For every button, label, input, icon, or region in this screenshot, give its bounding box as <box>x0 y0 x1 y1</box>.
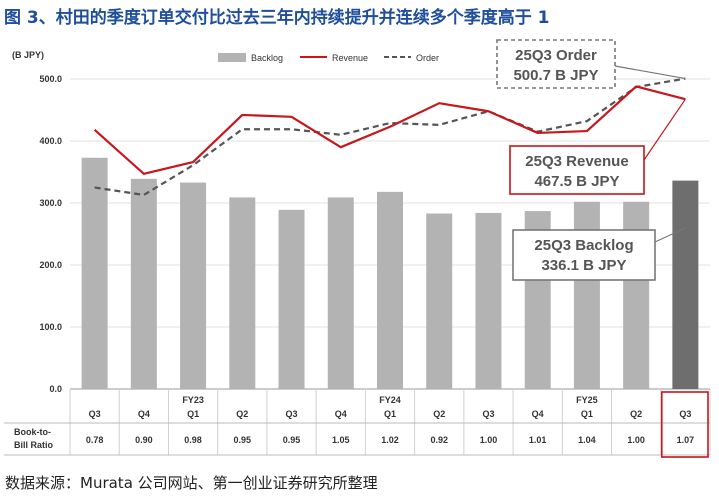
y-tick-label: 100.0 <box>39 322 62 332</box>
ratio-value: 0.92 <box>430 435 448 445</box>
callout-text-order: 25Q3 Order <box>515 47 597 64</box>
callout-text-revenue: 467.5 B JPY <box>534 173 619 190</box>
callout-leader-order <box>614 65 686 80</box>
chart-canvas: (B JPY) 0.0 100.0 200.0 300.0 400.0 500.0 Bac… <box>4 39 711 458</box>
x-category-table: Q3 Q4 FY23 Q1 Q2 Q3 Q4 FY24 Q1 Q2 Q3 Q4 FY25 Q1 Q2 Q3 <box>4 389 711 456</box>
ratio-value: 1.00 <box>627 435 645 445</box>
ratio-value: 1.07 <box>677 435 695 445</box>
y-tick-label: 200.0 <box>39 260 62 270</box>
callout-leader-revenue <box>643 98 686 161</box>
callout-text-order: 500.7 B JPY <box>513 67 598 84</box>
quarter-label: Q2 <box>236 409 248 419</box>
backlog-bar <box>81 157 108 389</box>
callout-box-order <box>496 39 616 89</box>
backlog-bar <box>180 182 207 389</box>
callout-text-backlog: 25Q3 Backlog <box>534 237 633 254</box>
legend-label-revenue: Revenue <box>332 53 368 63</box>
y-axis-unit-label: (B JPY) <box>12 50 44 60</box>
y-tick-labels: 0.0 100.0 200.0 300.0 400.0 500.0 <box>39 74 62 394</box>
y-tick-label: 300.0 <box>39 198 62 208</box>
backlog-bar <box>229 197 256 389</box>
ratio-value: 1.00 <box>480 435 498 445</box>
legend-label-backlog: Backlog <box>251 53 283 63</box>
figure-title: 图 3、村田的季度订单交付比过去三年内持续提升并连续多个季度高于 1 <box>4 8 550 28</box>
callout-leader-backlog <box>654 227 686 243</box>
ratio-value: 0.98 <box>184 435 202 445</box>
backlog-bar <box>130 178 157 389</box>
legend: Backlog Revenue Order <box>218 53 439 63</box>
ratio-value: 0.95 <box>283 435 301 445</box>
y-tick-label: 400.0 <box>39 136 62 146</box>
ratio-value: 0.90 <box>135 435 153 445</box>
source-note: 数据来源：Murata 公司网站、第一创业证券研究所整理 <box>5 474 378 492</box>
quarter-label: Q4 <box>335 409 347 419</box>
revenue-series-line <box>93 85 686 175</box>
quarter-label: Q2 <box>630 409 642 419</box>
ratio-value: 1.01 <box>529 435 547 445</box>
ratio-value: 1.04 <box>578 435 596 445</box>
book-to-bill-table: Book-to- Bill Ratio 0.78 0.90 0.98 0.95 0.95 1.… <box>14 391 709 458</box>
y-tick-label: 0.0 <box>49 384 62 394</box>
legend-label-order: Order <box>416 53 439 63</box>
quarter-label: Q1 <box>384 409 396 419</box>
quarter-label: Q3 <box>89 409 101 419</box>
fiscal-year-label: FY23 <box>182 395 204 405</box>
quarter-label: Q1 <box>581 409 593 419</box>
quarter-label: Q3 <box>286 409 298 419</box>
highlight-box-latest-quarter <box>660 391 709 458</box>
y-tick-label: 500.0 <box>39 74 62 84</box>
fiscal-year-label: FY25 <box>576 395 598 405</box>
callouts: 25Q3 Order 500.7 B JPY 25Q3 Revenue 467.5 B… <box>496 39 686 281</box>
callout-box-revenue <box>509 145 645 195</box>
quarter-label: Q3 <box>679 409 691 419</box>
backlog-bar <box>672 180 699 389</box>
quarter-label: Q4 <box>138 409 150 419</box>
fiscal-year-label: FY24 <box>379 395 401 405</box>
backlog-bar <box>377 191 403 389</box>
backlog-bar <box>278 209 305 389</box>
ratio-value: 0.78 <box>86 435 104 445</box>
callout-text-revenue: 25Q3 Revenue <box>525 153 628 170</box>
backlog-bar <box>475 212 502 389</box>
order-line <box>94 77 686 197</box>
backlog-bar <box>426 213 453 389</box>
revenue-line <box>93 85 686 175</box>
ratio-row-label: Bill Ratio <box>14 440 54 450</box>
backlog-bar <box>327 197 354 389</box>
ratio-value: 1.05 <box>332 435 350 445</box>
quarter-label: Q4 <box>532 409 544 419</box>
ratio-value: 0.95 <box>234 435 252 445</box>
callout-text-backlog: 336.1 B JPY <box>541 257 626 274</box>
callout-box-backlog <box>512 229 656 281</box>
quarter-label: Q2 <box>433 409 445 419</box>
order-series-line <box>94 77 686 197</box>
ratio-value: 1.02 <box>381 435 399 445</box>
legend-swatch-backlog <box>218 53 246 62</box>
ratio-row-label: Book-to- <box>14 427 51 437</box>
quarter-label: Q3 <box>482 409 494 419</box>
quarter-label: Q1 <box>187 409 199 419</box>
